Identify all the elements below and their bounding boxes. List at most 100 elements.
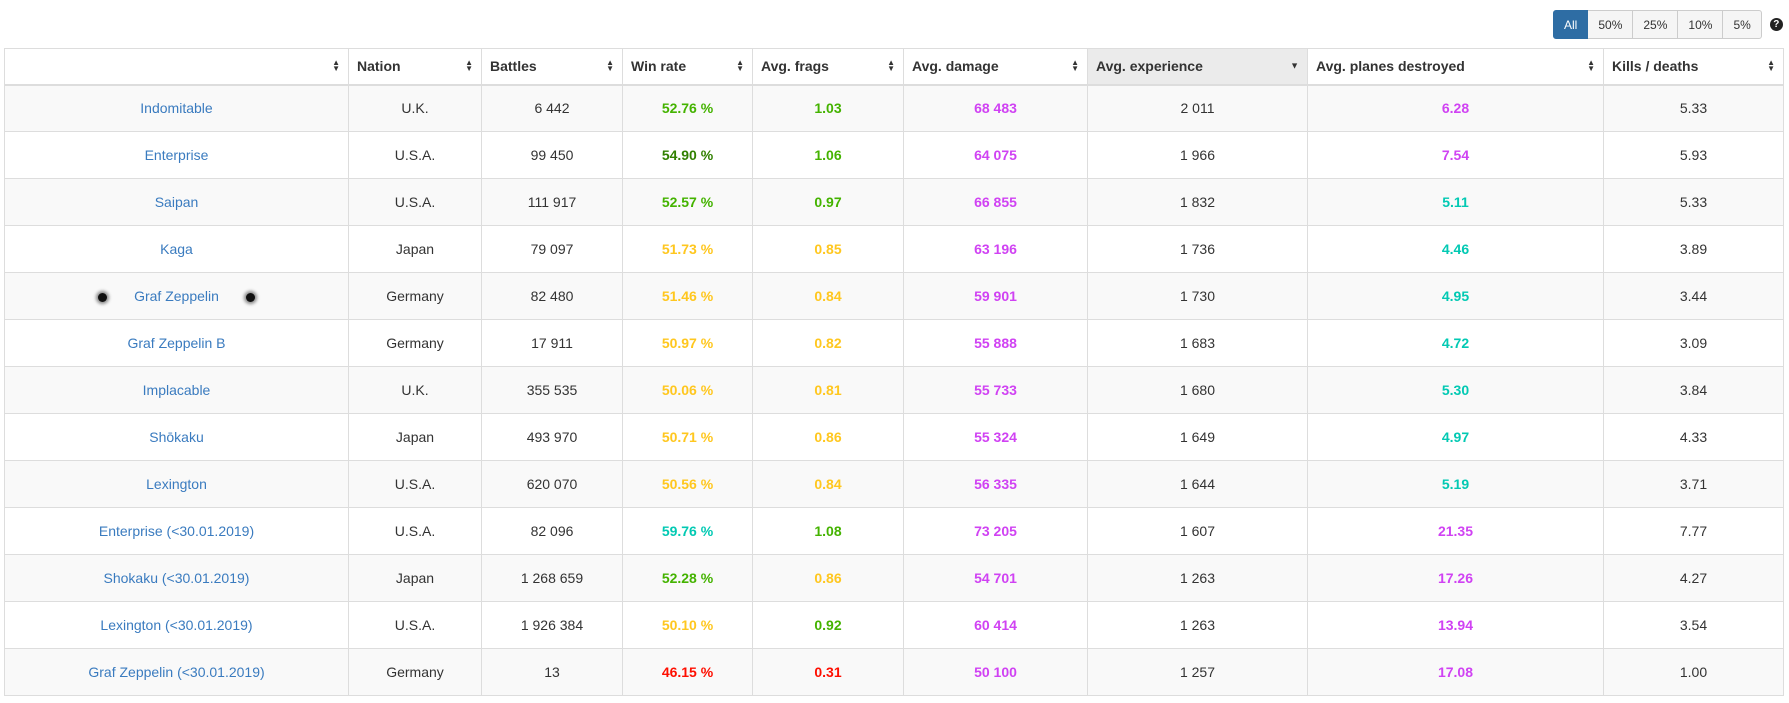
marker-dot-icon bbox=[245, 293, 255, 302]
column-header-avg-frags[interactable]: Avg. frags ▲ ▼ bbox=[752, 48, 904, 86]
nation-cell: U.S.A. bbox=[348, 507, 482, 555]
sort-both-icon: ▲ ▼ bbox=[887, 58, 895, 74]
kills-deaths-cell: 7.77 bbox=[1603, 507, 1784, 555]
avg-planes-cell: 5.11 bbox=[1307, 178, 1604, 226]
nation-cell: Germany bbox=[348, 319, 482, 367]
avg-experience-cell: 1 683 bbox=[1087, 319, 1308, 367]
marker-dot-icon bbox=[98, 293, 108, 302]
filter-button-25pct[interactable]: 25% bbox=[1632, 10, 1679, 39]
ship-link[interactable]: Saipan bbox=[154, 194, 199, 210]
ship-link[interactable]: Graf Zeppelin B bbox=[127, 335, 226, 351]
win-rate-cell: 51.73 % bbox=[622, 225, 753, 273]
ship-link[interactable]: Shokaku (<30.01.2019) bbox=[103, 570, 250, 586]
help-icon[interactable]: ? bbox=[1769, 18, 1783, 31]
ship-cell-inner: Kaga bbox=[160, 241, 193, 257]
ship-link[interactable]: Enterprise bbox=[144, 147, 209, 163]
table-row: Graf Zeppelin (<30.01.2019) Germany 13 46.1… bbox=[4, 648, 1784, 696]
ship-link[interactable]: Implacable bbox=[142, 382, 211, 398]
ship-name: Graf Zeppelin bbox=[4, 272, 349, 320]
avg-frags-cell: 0.31 bbox=[752, 648, 904, 696]
column-header-nation[interactable]: Nation ▲ ▼ bbox=[348, 48, 482, 86]
column-header-label: Kills / deaths bbox=[1612, 58, 1699, 75]
avg-frags-cell: 0.92 bbox=[752, 601, 904, 649]
column-header-avg-planes-destroyed[interactable]: Avg. planes destroyed ▲ ▼ bbox=[1307, 48, 1604, 86]
column-header-label: Battles bbox=[490, 58, 537, 75]
ship-link[interactable]: Shōkaku bbox=[149, 429, 204, 445]
table-row: Implacable U.K. 355 535 50.06 % 0.81 55 733 1 … bbox=[4, 366, 1784, 414]
filter-button-all[interactable]: All bbox=[1553, 10, 1589, 39]
avg-damage-cell: 55 733 bbox=[903, 366, 1088, 414]
filter-button-5pct[interactable]: 5% bbox=[1722, 10, 1762, 39]
avg-frags-cell: 1.06 bbox=[752, 131, 904, 179]
avg-frags-cell: 0.85 bbox=[752, 225, 904, 273]
win-rate-cell: 59.76 % bbox=[622, 507, 753, 555]
ship-cell-inner: Graf Zeppelin B bbox=[127, 335, 225, 351]
battles-cell: 6 442 bbox=[481, 84, 623, 132]
ship-cell-inner: Shokaku (<30.01.2019) bbox=[104, 570, 250, 586]
avg-experience-cell: 1 263 bbox=[1087, 601, 1308, 649]
column-header-ship[interactable]: ▲ ▼ bbox=[4, 48, 349, 86]
avg-planes-cell: 5.19 bbox=[1307, 460, 1604, 508]
avg-damage-cell: 63 196 bbox=[903, 225, 1088, 273]
column-header-win-rate[interactable]: Win rate ▲ ▼ bbox=[622, 48, 753, 86]
avg-planes-cell: 17.26 bbox=[1307, 554, 1604, 602]
column-header-label: Win rate bbox=[631, 58, 687, 75]
kills-deaths-cell: 5.93 bbox=[1603, 131, 1784, 179]
avg-experience-cell: 2 011 bbox=[1087, 84, 1308, 132]
ship-link[interactable]: Indomitable bbox=[140, 100, 213, 117]
ship-link[interactable]: Kaga bbox=[160, 241, 193, 257]
battles-cell: 82 480 bbox=[481, 272, 623, 320]
ship-link[interactable]: Graf Zeppelin (<30.01.2019) bbox=[88, 664, 265, 680]
column-header-label: Avg. frags bbox=[761, 58, 829, 75]
nation-cell: Germany bbox=[348, 648, 482, 696]
table-row: Kaga Japan 79 097 51.73 % 0.85 63 196 1 736 4.4… bbox=[4, 225, 1784, 273]
avg-planes-cell: 5.30 bbox=[1307, 366, 1604, 414]
avg-experience-cell: 1 680 bbox=[1087, 366, 1308, 414]
ship-cell-inner: Graf Zeppelin bbox=[98, 288, 255, 304]
ship-link[interactable]: Graf Zeppelin bbox=[134, 288, 219, 304]
ship-cell-inner: Saipan bbox=[155, 194, 199, 210]
ship-link[interactable]: Lexington bbox=[146, 476, 207, 492]
sort-both-icon: ▲ ▼ bbox=[332, 58, 340, 74]
ship-name: Graf Zeppelin B bbox=[4, 319, 349, 367]
ship-cell-inner: Enterprise bbox=[145, 147, 209, 163]
ship-link[interactable]: Enterprise (<30.01.2019) bbox=[98, 523, 255, 539]
avg-experience-cell: 1 649 bbox=[1087, 413, 1308, 461]
filter-button-10pct[interactable]: 10% bbox=[1677, 10, 1724, 39]
avg-experience-cell: 1 736 bbox=[1087, 225, 1308, 273]
kills-deaths-cell: 5.33 bbox=[1603, 178, 1784, 226]
win-rate-cell: 52.28 % bbox=[622, 554, 753, 602]
column-header-avg-experience[interactable]: Avg. experience ▼ bbox=[1087, 48, 1308, 86]
avg-frags-cell: 0.84 bbox=[752, 460, 904, 508]
nation-cell: U.S.A. bbox=[348, 178, 482, 226]
avg-experience-cell: 1 257 bbox=[1087, 648, 1308, 696]
sort-both-icon: ▲ ▼ bbox=[736, 58, 744, 74]
avg-planes-cell: 4.97 bbox=[1307, 413, 1604, 461]
avg-frags-cell: 1.03 bbox=[752, 84, 904, 132]
avg-damage-cell: 50 100 bbox=[903, 648, 1088, 696]
ship-cell-inner: Lexington bbox=[146, 476, 207, 492]
table-row: Graf Zeppelin Germany 82 480 51.46 % 0.84 59 … bbox=[4, 272, 1784, 320]
kills-deaths-cell: 4.27 bbox=[1603, 554, 1784, 602]
table-row: Shōkaku Japan 493 970 50.71 % 0.86 55 324 1 64… bbox=[4, 413, 1784, 461]
win-rate-cell: 54.90 % bbox=[622, 131, 753, 179]
avg-experience-cell: 1 644 bbox=[1087, 460, 1308, 508]
avg-frags-cell: 0.97 bbox=[752, 178, 904, 226]
avg-experience-cell: 1 832 bbox=[1087, 178, 1308, 226]
column-header-avg-damage[interactable]: Avg. damage ▲ ▼ bbox=[903, 48, 1088, 86]
battles-cell: 1 268 659 bbox=[481, 554, 623, 602]
table-row: Enterprise (<30.01.2019) U.S.A. 82 096 59.7… bbox=[4, 507, 1784, 555]
avg-experience-cell: 1 607 bbox=[1087, 507, 1308, 555]
avg-damage-cell: 66 855 bbox=[903, 178, 1088, 226]
nation-cell: U.K. bbox=[348, 84, 482, 132]
table-header-row: ▲ ▼ Nation ▲ ▼ Battles ▲ ▼ Win rate ▲ ▼ Avg. frags ▲… bbox=[4, 48, 1784, 86]
filter-button-50pct[interactable]: 50% bbox=[1587, 10, 1634, 39]
column-header-kills-deaths[interactable]: Kills / deaths ▲ ▼ bbox=[1603, 48, 1784, 86]
column-header-label: Nation bbox=[357, 58, 401, 75]
avg-frags-cell: 0.86 bbox=[752, 413, 904, 461]
sort-both-icon: ▲ ▼ bbox=[606, 58, 614, 74]
avg-planes-cell: 7.54 bbox=[1307, 131, 1604, 179]
ship-link[interactable]: Lexington (<30.01.2019) bbox=[100, 617, 253, 633]
column-header-battles[interactable]: Battles ▲ ▼ bbox=[481, 48, 623, 86]
